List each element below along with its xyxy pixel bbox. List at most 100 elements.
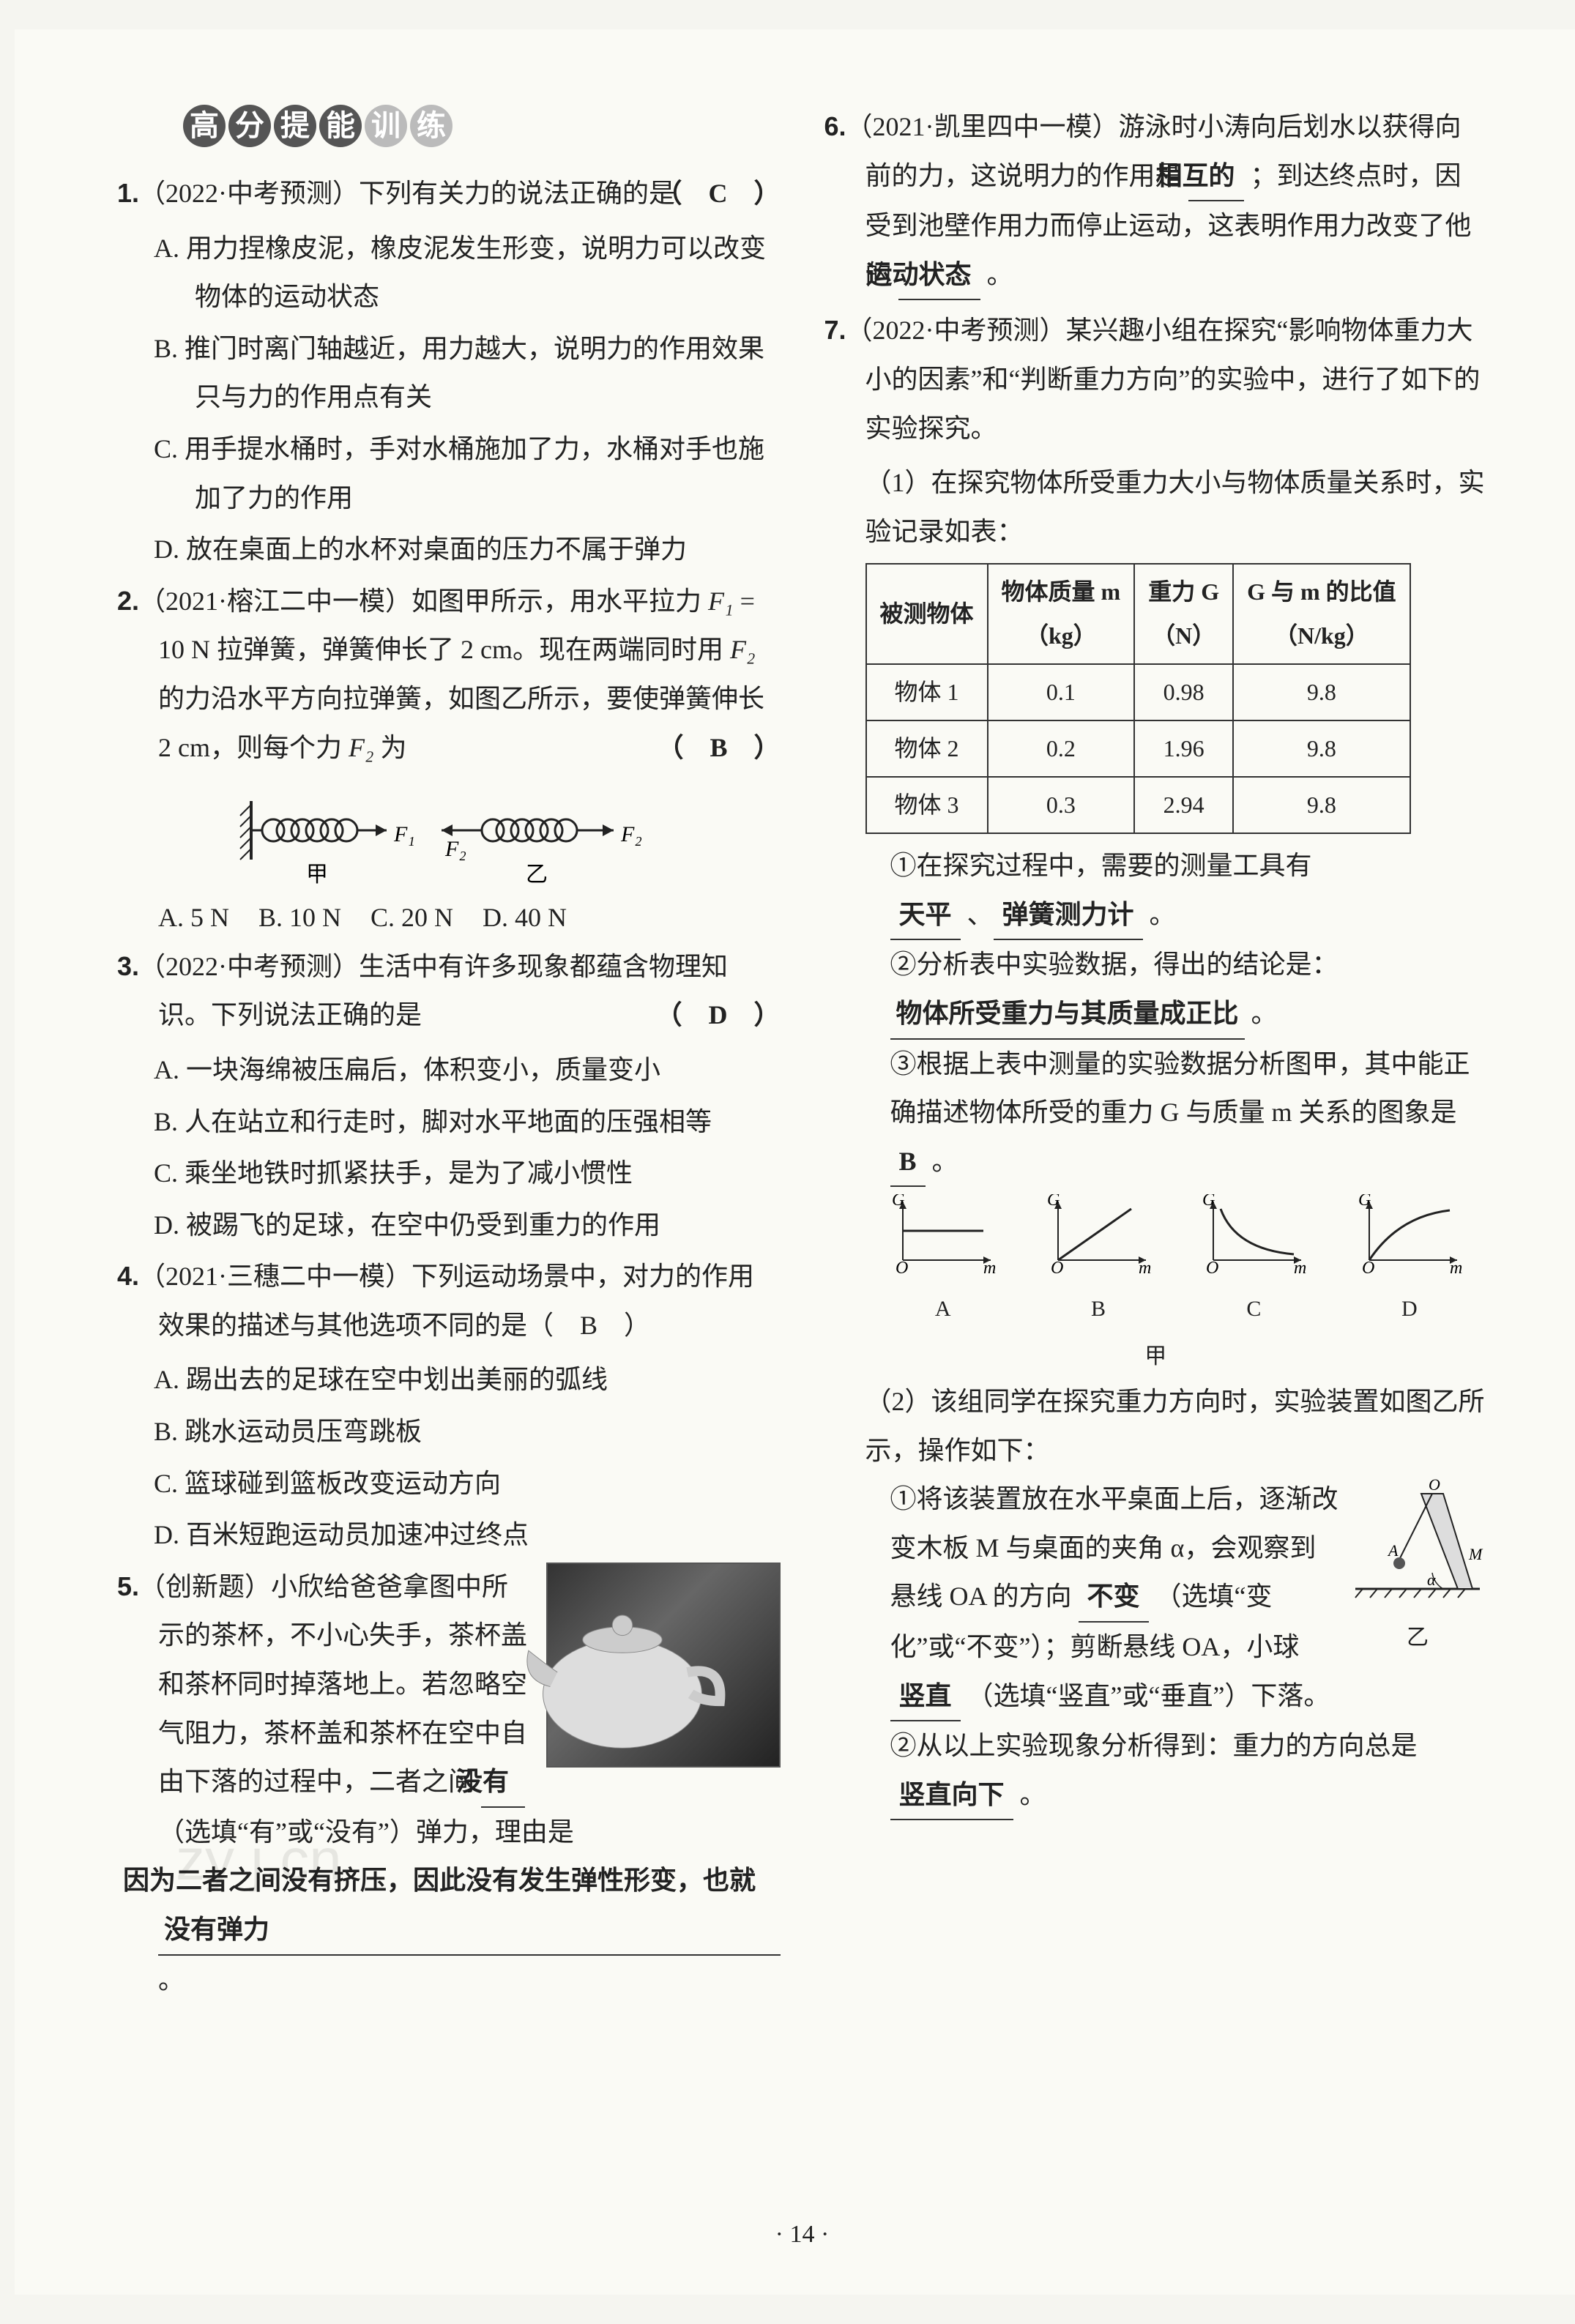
blank-answer: 没有 — [481, 1757, 525, 1808]
text: 、 — [961, 900, 994, 929]
q-number: 6. — [824, 111, 846, 141]
th-unit: （N） — [1152, 622, 1215, 649]
apparatus-svg: α A O M — [1348, 1479, 1487, 1604]
graph-d-svg: G m O — [1355, 1194, 1464, 1275]
right-column: 6.（2021·凯里四中一模）游泳时小涛向后划水以获得向前的力，这说明力的作用是… — [824, 103, 1488, 2236]
blank-answer: B — [890, 1137, 926, 1188]
blank-answer: 竖直 — [890, 1672, 961, 1722]
svg-text:O: O — [1206, 1259, 1218, 1275]
text: ②从以上实验现象分析得到：重力的方向总是 — [890, 1731, 1418, 1760]
question-4: 4.（2021·三穗二中一模）下列运动场景中，对力的作用效果的描述与其他选项不同… — [117, 1252, 781, 1349]
table-row: 物体 1 0.1 0.98 9.8 — [866, 664, 1410, 720]
cell: 9.8 — [1233, 664, 1410, 720]
banner-circle-1: 高 — [183, 105, 226, 147]
q-number: 2. — [117, 586, 139, 616]
q7-2-2: ②从以上实验现象分析得到：重力的方向总是 竖直向下 。 — [824, 1721, 1488, 1820]
th-text: 物体质量 m — [1002, 578, 1121, 605]
svg-text:A: A — [1387, 1541, 1399, 1560]
cell: 0.2 — [988, 720, 1135, 777]
q7-2-1: α A O M 乙 ①将该装置放在水平桌面上后，逐渐改变木板 M 与桌面的夹角 … — [824, 1475, 1488, 1721]
text: 。 — [1013, 1780, 1046, 1809]
banner-circle-6: 练 — [410, 105, 453, 147]
banner-circle-4: 能 — [319, 105, 362, 147]
svg-text:乙: 乙 — [526, 863, 548, 887]
graph-b-svg: G m O — [1043, 1194, 1153, 1275]
q-source: （2022·中考预测） — [846, 316, 1066, 345]
blank-answer-long: 物体所受重力与其质量成正比 — [890, 989, 1245, 1040]
th-text: G 与 m 的比值 — [1247, 578, 1396, 605]
q-number: 3. — [117, 951, 139, 981]
banner-char: 提 — [280, 99, 310, 153]
cell: 0.98 — [1134, 664, 1233, 720]
two-column-layout: 高 分 提 能 训 练 1.（2022·中考预测）下列有关力的说法正确的是 （ … — [117, 103, 1487, 2236]
page-number: · 14 · — [15, 2212, 1575, 2258]
banner-char: 分 — [235, 99, 264, 153]
spring-svg: F₁ 甲 F₂ F₂ 乙 — [193, 786, 705, 889]
var-f2b: F₂ — [349, 733, 374, 762]
blank-answer: 弹簧测力计 — [994, 890, 1143, 941]
graph-a: G m O A — [881, 1194, 1005, 1329]
cell: 0.3 — [988, 777, 1135, 833]
teapot-image — [546, 1563, 781, 1768]
answer-paren: （ D ） — [697, 991, 781, 1040]
svg-text:O: O — [1429, 1479, 1440, 1494]
graph-b: G m O B — [1036, 1194, 1161, 1329]
blank-answer: 相互的 — [1188, 152, 1244, 202]
graph-a-svg: G m O — [888, 1194, 998, 1275]
blank-answer-long: 因为二者之间没有挤压，因此没有发生弹性形变，也就没有弹力 — [158, 1856, 781, 1955]
banner-char: 高 — [190, 99, 219, 153]
graph-label: D — [1347, 1289, 1472, 1330]
q-number: 7. — [824, 315, 846, 345]
answer-paren: （ C ） — [697, 169, 781, 218]
banner-circle-2: 分 — [228, 105, 271, 147]
text: ③根据上表中测量的实验数据分析图甲，其中能正确描述物体所受的重力 G 与质量 m… — [890, 1049, 1470, 1128]
q-stem-end: 。 — [980, 260, 1013, 289]
q-source: （创新题） — [139, 1572, 271, 1601]
graph-c-svg: G m O — [1199, 1194, 1308, 1275]
cell: 物体 2 — [866, 720, 988, 777]
text: 。 — [926, 1147, 958, 1176]
option-d: D. 百米短跑运动员加速冲过终点 — [117, 1511, 781, 1560]
svg-text:G: G — [1358, 1194, 1371, 1210]
q-stem-part: （选填“有”或“没有”）弹力，理由是 — [158, 1817, 574, 1847]
fig-label-yi: 乙 — [1348, 1617, 1487, 1658]
option-d: D. 放在桌面上的水杯对桌面的压力不属于弹力 — [117, 525, 781, 574]
svg-text:G: G — [892, 1194, 904, 1210]
q-source: （2022·中考预测） — [139, 952, 359, 981]
blank-answer: 竖直向下 — [890, 1770, 1013, 1821]
svg-text:甲: 甲 — [306, 863, 328, 887]
q-stem: 下列有关力的说法正确的是 — [359, 179, 675, 208]
q7-1-2: ②分析表中实验数据，得出的结论是： 物体所受重力与其质量成正比 。 — [824, 940, 1488, 1039]
var-f1: F₁ — [708, 586, 734, 616]
question-6: 6.（2021·凯里四中一模）游泳时小涛向后划水以获得向前的力，这说明力的作用是… — [824, 103, 1488, 300]
option-c: C. 乘坐地铁时抓紧扶手，是为了减小惯性 — [117, 1149, 781, 1198]
cell: 9.8 — [1233, 777, 1410, 833]
svg-text:m: m — [1450, 1259, 1462, 1275]
banner-circle-3: 提 — [274, 105, 316, 147]
svg-text:m: m — [983, 1259, 996, 1275]
banner-circle-5: 训 — [365, 105, 407, 147]
option-a: A. 踢出去的足球在空中划出美丽的弧线 — [117, 1355, 781, 1404]
cell: 物体 3 — [866, 777, 988, 833]
option-b: B. 推门时离门轴越近，用力越大，说明力的作用效果只与力的作用点有关 — [117, 324, 781, 422]
cell: 9.8 — [1233, 720, 1410, 777]
svg-text:m: m — [1294, 1259, 1306, 1275]
blank-answer: 不变 — [1079, 1572, 1149, 1623]
graph-options: G m O A G m O — [824, 1194, 1488, 1329]
svg-text:O: O — [1051, 1259, 1063, 1275]
answer-paren: （ B ） — [698, 723, 780, 772]
th-object: 被测物体 — [866, 564, 988, 663]
option-c: C. 篮球碰到篮板改变运动方向 — [117, 1459, 781, 1508]
question-2: 2.（2021·榕江二中一模）如图甲所示，用水平拉力 F₁ = 10 N 拉弹簧… — [117, 577, 781, 772]
th-unit: （kg） — [1025, 622, 1097, 649]
graph-d: G m O D — [1347, 1194, 1472, 1329]
q7-part2: （2）该组同学在探究重力方向时，实验装置如图乙所示，操作如下： — [824, 1377, 1488, 1475]
svg-text:m: m — [1139, 1259, 1151, 1275]
cell: 1.96 — [1134, 720, 1233, 777]
th-gravity: 重力 G（N） — [1134, 564, 1233, 663]
data-table: 被测物体 物体质量 m（kg） 重力 G（N） G 与 m 的比值（N/kg） … — [865, 563, 1411, 834]
spring-diagram: F₁ 甲 F₂ F₂ 乙 — [117, 778, 781, 893]
option-b: B. 跳水运动员压弯跳板 — [117, 1407, 781, 1456]
svg-text:G: G — [1202, 1194, 1215, 1210]
question-1: 1.（2022·中考预测）下列有关力的说法正确的是 （ C ） — [117, 169, 781, 218]
